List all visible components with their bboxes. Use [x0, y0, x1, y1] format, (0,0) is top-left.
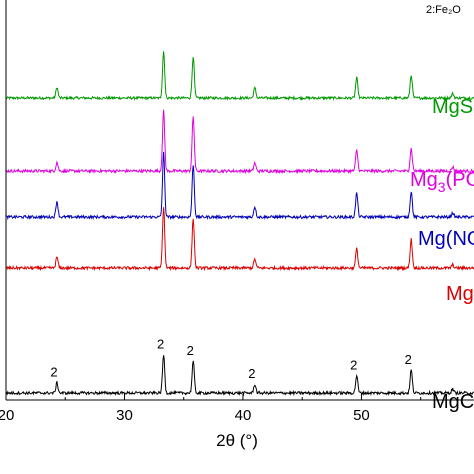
- series-trace-1: [5, 51, 474, 101]
- corner-label: 2:Fe₂O: [426, 4, 461, 16]
- series-label-1: MgSO: [432, 96, 474, 118]
- x-tick-label: 40: [235, 407, 252, 424]
- peak-mark-label: 2: [50, 365, 57, 380]
- peak-mark-label: 2: [248, 366, 255, 381]
- axes-layer: 20 30 40 50: [0, 0, 474, 424]
- series-label-2: Mg3(PO: [410, 169, 474, 195]
- series-trace-2: [5, 109, 474, 175]
- peak-mark-layer: 2 2 2 2 2 2: [50, 337, 411, 382]
- x-tick-label: 20: [0, 407, 14, 424]
- series-trace-5: [5, 355, 474, 397]
- series-label-5: MgCO: [432, 391, 474, 413]
- peak-mark-label: 2: [157, 337, 164, 352]
- x-axis-label: 2θ (°): [216, 431, 258, 450]
- series-trace-4: [5, 207, 474, 272]
- peak-mark-label: 2: [405, 352, 412, 367]
- trace-layer: [5, 51, 474, 397]
- x-tick-label: 30: [116, 407, 133, 424]
- series-label-4: MgCl: [446, 283, 474, 305]
- x-tick-label: 50: [353, 407, 370, 424]
- series-trace-3: [5, 151, 474, 221]
- peak-mark-label: 2: [187, 343, 194, 358]
- series-label-3: Mg(NO: [418, 228, 474, 250]
- series-label-layer: MgSO Mg3(PO Mg(NO MgCl MgCO: [410, 96, 474, 413]
- peak-mark-label: 2: [350, 357, 357, 372]
